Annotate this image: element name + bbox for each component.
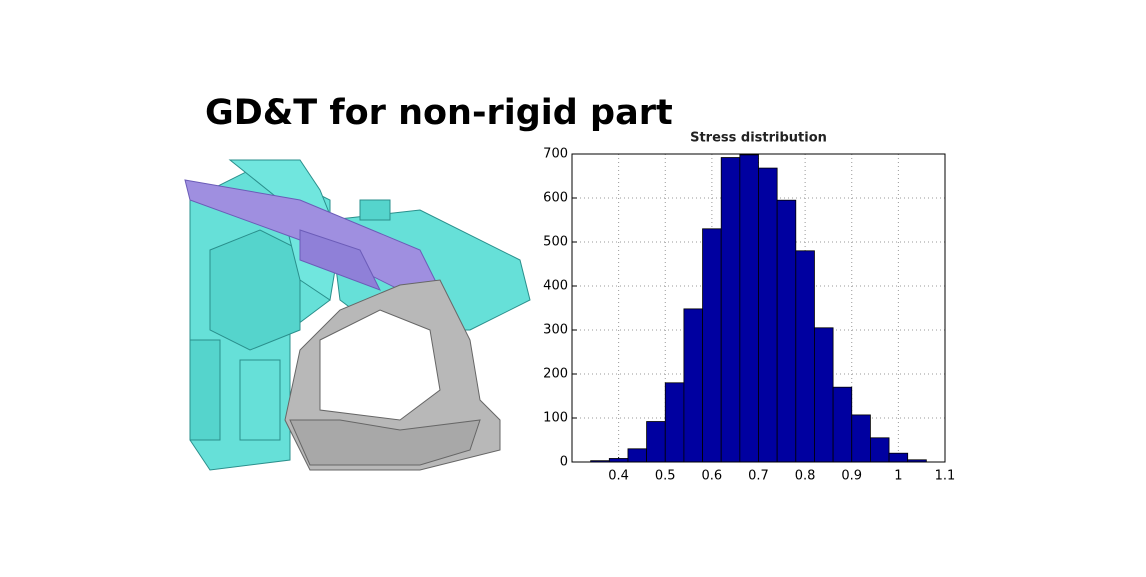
y-tick-label: 500 — [543, 235, 568, 250]
bar — [795, 250, 815, 463]
y-tick-label: 700 — [543, 147, 568, 162]
plot-frame — [571, 153, 946, 463]
bar — [776, 199, 797, 463]
bar — [646, 421, 666, 463]
x-tick-label: 0.7 — [748, 469, 769, 484]
x-tick-label: 0.6 — [702, 469, 723, 484]
x-tick-label: 0.8 — [795, 469, 816, 484]
x-tick-label: 1.1 — [935, 469, 956, 484]
bar — [870, 437, 890, 463]
x-tick-label: 1 — [894, 469, 902, 484]
y-tick-label: 0 — [560, 455, 568, 470]
bar — [832, 386, 853, 463]
bar — [814, 327, 834, 463]
bar — [702, 228, 722, 463]
bar — [720, 157, 741, 463]
y-tick-label: 100 — [543, 411, 568, 426]
bar — [608, 458, 629, 463]
bar — [739, 154, 759, 463]
x-tick-label: 0.4 — [608, 469, 629, 484]
cad-illustration — [184, 159, 531, 471]
bar — [888, 452, 909, 463]
chart-title: Stress distribution — [690, 131, 827, 146]
y-tick-label: 200 — [543, 367, 568, 382]
bar — [758, 167, 778, 463]
x-tick-label: 0.5 — [655, 469, 676, 484]
bar — [664, 382, 685, 463]
slide-title: GD&T for non-rigid part — [205, 93, 673, 133]
bar — [683, 308, 703, 463]
bar — [627, 448, 648, 463]
y-tick-label: 300 — [543, 323, 568, 338]
y-tick-label: 600 — [543, 191, 568, 206]
y-tick-label: 400 — [543, 279, 568, 294]
bar — [851, 414, 871, 463]
x-tick-label: 0.9 — [841, 469, 862, 484]
